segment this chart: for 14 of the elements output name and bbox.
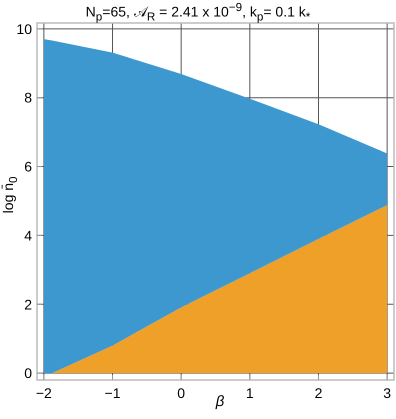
x-tick-label: 0 bbox=[177, 385, 186, 401]
x-tick-label: −2 bbox=[36, 385, 52, 401]
x-tick-label: 1 bbox=[246, 385, 254, 401]
chart-title: N$_{p}$=65, 𝒜$_{R}$ = 2.41 x 10$^{−9}$, k$_{p}$= 0.1 k$_{*}$ bbox=[86, 1, 310, 24]
y-tick-label: 10 bbox=[16, 20, 32, 37]
y-tick-label: 0 bbox=[24, 365, 32, 382]
x-tick-label: −1 bbox=[104, 385, 121, 401]
y-tick-label: 8 bbox=[24, 90, 32, 106]
x-tick-label: 3 bbox=[383, 385, 392, 401]
x-axis-title: β bbox=[216, 393, 224, 410]
y-tick-label: 4 bbox=[24, 227, 32, 244]
y-tick-label: 2 bbox=[24, 296, 32, 312]
x-tick-label: 2 bbox=[314, 385, 323, 401]
y-tick-label: 6 bbox=[24, 158, 32, 175]
